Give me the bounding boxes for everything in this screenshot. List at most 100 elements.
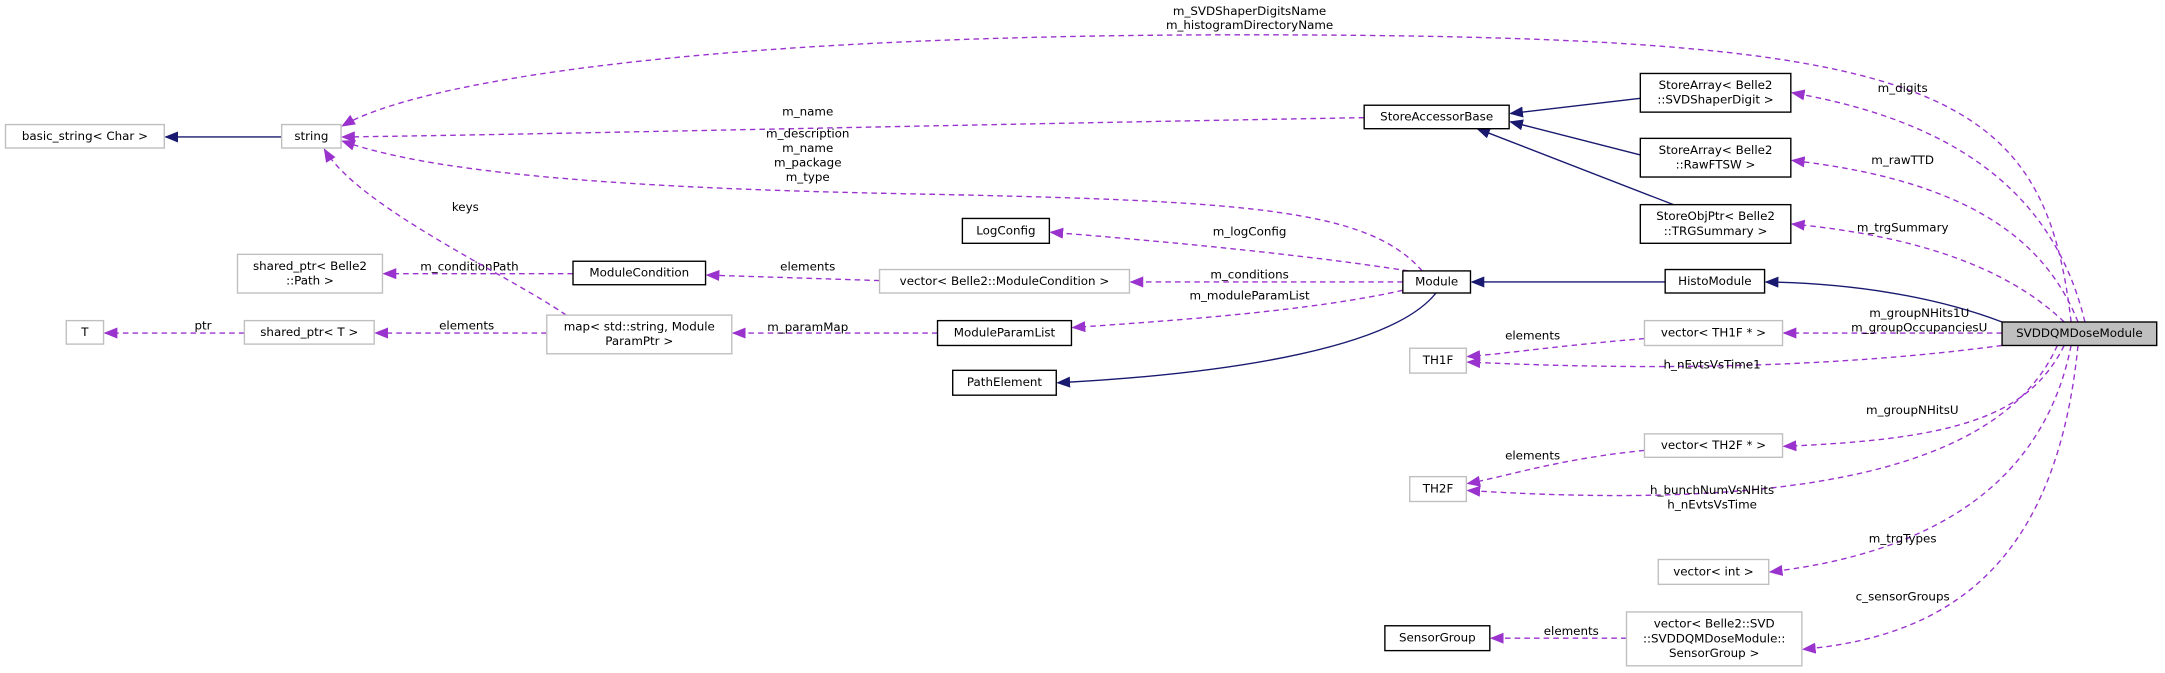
node-label: SVDDQMDoseModule bbox=[2016, 326, 2142, 340]
node-box bbox=[1639, 137, 1792, 178]
edge-label: m_SVDShaperDigitsName bbox=[1173, 4, 1326, 18]
node-label: vector< Belle2::ModuleCondition > bbox=[900, 274, 1110, 288]
edge-label: m_type bbox=[786, 170, 830, 184]
edge-label: h_bunchNumVsNHits bbox=[1650, 483, 1774, 497]
node-label: ParamPtr > bbox=[605, 334, 673, 348]
node-label: StoreArray< Belle2 bbox=[1659, 143, 1773, 157]
node-box bbox=[572, 260, 707, 286]
node-label: HistoModule bbox=[1678, 274, 1751, 288]
node-label: vector< Belle2::SVD bbox=[1654, 617, 1775, 631]
node-label: ::SVDShaperDigit > bbox=[1657, 93, 1773, 107]
usage-edge bbox=[1466, 449, 1645, 487]
inheritance-edge bbox=[1509, 97, 1641, 118]
node-label: SensorGroup bbox=[1399, 631, 1476, 645]
usage-edge bbox=[1466, 344, 2003, 369]
usage-edge bbox=[1071, 289, 1403, 333]
node-label: ::Path > bbox=[286, 273, 334, 287]
usage-edge bbox=[705, 269, 880, 282]
node-box bbox=[546, 314, 733, 355]
node-label: ::RawFTSW > bbox=[1676, 158, 1756, 172]
edge-label: m_groupOccupanciesU bbox=[1851, 321, 1987, 335]
edge-label: m_groupNHitsU bbox=[1866, 403, 1959, 417]
edge-label: m_trgSummary bbox=[1857, 221, 1949, 235]
node-label: shared_ptr< T > bbox=[260, 325, 358, 339]
usage-edge bbox=[1790, 156, 2079, 323]
edge-label: m_conditions bbox=[1210, 268, 1289, 282]
node-label: StoreAccessorBase bbox=[1380, 109, 1493, 123]
edge-label: m_name bbox=[782, 105, 833, 119]
node-box bbox=[961, 217, 1051, 244]
edge-label: m_histogramDirectoryName bbox=[1166, 18, 1333, 32]
usage-edge bbox=[323, 148, 567, 316]
node-box bbox=[1402, 270, 1472, 294]
usage-edge bbox=[341, 34, 2072, 323]
edge-label: m_logConfig bbox=[1213, 225, 1287, 239]
edge-label: m_digits bbox=[1878, 81, 1928, 95]
node-box bbox=[1363, 104, 1510, 130]
node-box bbox=[1643, 319, 1784, 347]
node-label: map< std::string, Module bbox=[564, 320, 715, 334]
usage-edge bbox=[1466, 345, 2058, 497]
usage-edge bbox=[341, 116, 1365, 143]
inheritance-edges bbox=[164, 97, 2003, 388]
edge-label: h_nEvtsVsTime1 bbox=[1664, 357, 1761, 371]
inheritance-edge bbox=[1764, 276, 2003, 323]
node-label: basic_string< Char > bbox=[22, 129, 148, 143]
node-box bbox=[1409, 347, 1468, 374]
edge-label: m_package bbox=[774, 155, 842, 169]
edge-label: m_name bbox=[782, 141, 833, 155]
node-box bbox=[2001, 321, 2158, 347]
usage-edge bbox=[1768, 345, 2072, 576]
node-box bbox=[243, 319, 375, 345]
node-label: TH1F bbox=[1422, 353, 1454, 367]
edge-label: m_rawTTD bbox=[1871, 153, 1934, 167]
inheritance-edge bbox=[1509, 119, 1641, 156]
usage-edge bbox=[1790, 219, 2065, 323]
node-label: string bbox=[294, 129, 328, 143]
node-label: vector< TH1F * > bbox=[1661, 326, 1766, 340]
usage-edge bbox=[1801, 345, 2079, 654]
edge-label: m_trgTypes bbox=[1869, 531, 1937, 545]
edge-label: m_conditionPath bbox=[420, 259, 518, 273]
inheritance-edge bbox=[1476, 128, 1674, 206]
node-box bbox=[952, 369, 1057, 396]
node-label: StoreArray< Belle2 bbox=[1659, 78, 1773, 92]
node-label: vector< int > bbox=[1673, 564, 1754, 578]
node-box bbox=[1643, 433, 1784, 459]
usage-edges: m_SVDShaperDigitsNamem_histogramDirector… bbox=[103, 4, 2086, 654]
node-box bbox=[280, 123, 342, 149]
node-label: Module bbox=[1415, 274, 1458, 288]
node-label: LogConfig bbox=[976, 223, 1035, 237]
node-label: ModuleCondition bbox=[589, 265, 689, 279]
usage-edge bbox=[1782, 345, 2065, 452]
node-label: shared_ptr< Belle2 bbox=[253, 259, 367, 273]
edge-label: c_sensorGroups bbox=[1856, 589, 1950, 603]
node-box bbox=[1657, 558, 1770, 586]
inheritance-edge bbox=[1056, 292, 1437, 388]
node-box bbox=[1625, 611, 1803, 667]
edge-label: m_description bbox=[766, 127, 849, 141]
node-label: vector< TH2F * > bbox=[1661, 438, 1766, 452]
edge-label: ptr bbox=[194, 319, 211, 333]
nodes: SVDDQMDoseModule HistoModule Module StoreAr… bbox=[4, 72, 2158, 667]
node-box bbox=[1409, 475, 1468, 503]
node-box bbox=[65, 319, 105, 345]
edge-label: elements bbox=[1544, 624, 1599, 638]
usage-edge bbox=[1049, 227, 1409, 272]
node-box bbox=[1639, 72, 1792, 113]
usage-edge bbox=[1790, 89, 2086, 323]
node-box bbox=[878, 268, 1131, 294]
edge-label: m_paramMap bbox=[767, 320, 848, 334]
edge-label: m_moduleParamList bbox=[1189, 288, 1310, 302]
node-label: TH2F bbox=[1422, 482, 1454, 496]
edge-label: elements bbox=[780, 259, 835, 273]
node-box bbox=[936, 319, 1073, 347]
edge-label: m_groupNHits1U bbox=[1869, 306, 1969, 320]
node-label: T bbox=[80, 325, 89, 339]
node-box bbox=[1639, 203, 1792, 244]
edge-label: elements bbox=[1505, 448, 1560, 462]
edge-label: h_nEvtsVsTime bbox=[1667, 497, 1757, 511]
node-label: StoreObjPtr< Belle2 bbox=[1656, 209, 1775, 223]
